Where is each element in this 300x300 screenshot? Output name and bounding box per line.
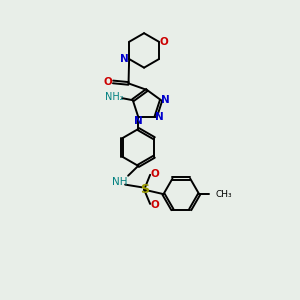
Text: NH: NH <box>112 177 128 187</box>
Text: N: N <box>134 116 142 126</box>
Text: N: N <box>161 95 170 105</box>
Text: N: N <box>120 54 128 64</box>
Text: O: O <box>104 77 113 87</box>
Text: NH₂: NH₂ <box>105 92 123 102</box>
Text: O: O <box>151 200 159 210</box>
Text: O: O <box>151 169 159 178</box>
Text: S: S <box>140 183 149 196</box>
Text: O: O <box>160 37 168 47</box>
Text: CH₃: CH₃ <box>215 190 232 199</box>
Text: N: N <box>155 112 164 122</box>
